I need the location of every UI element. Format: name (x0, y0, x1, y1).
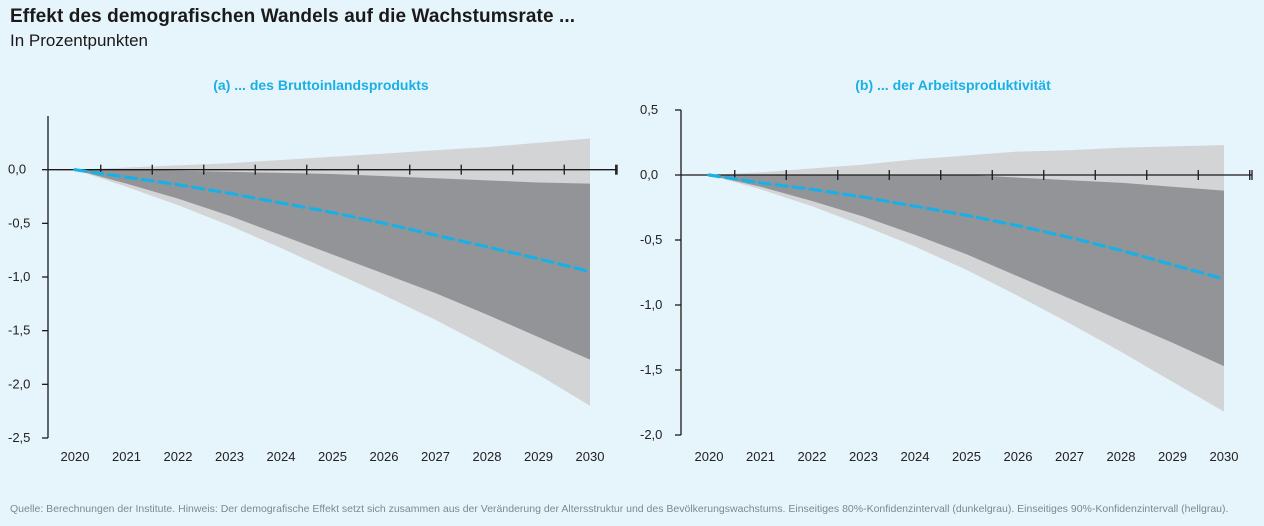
x-tick-label: 2026 (1004, 449, 1033, 464)
x-tick-label: 2027 (421, 449, 450, 464)
x-tick-label: 2024 (901, 449, 930, 464)
y-tick-label: -0,5 (8, 215, 30, 230)
x-tick-label: 2025 (318, 449, 347, 464)
effect-line (707, 173, 1226, 281)
chart-title: Effekt des demografischen Wandels auf di… (10, 6, 576, 27)
x-tick-label: 2028 (1107, 449, 1136, 464)
y-tick-label: -0,5 (640, 232, 662, 247)
effect-line (73, 168, 592, 274)
x-tick-label: 2029 (524, 449, 553, 464)
x-tick-label: 2030 (576, 449, 605, 464)
y-tick-label: 0,0 (8, 162, 26, 177)
y-tick-label: -2,0 (8, 376, 30, 391)
x-tick-label: 2021 (112, 449, 141, 464)
x-tick-label: 2029 (1158, 449, 1187, 464)
source-note: Quelle: Berechnungen der Institute. Hinw… (10, 503, 1229, 515)
x-tick-label: 2026 (370, 449, 399, 464)
panel-title-productivity: (b) ... der Arbeitsproduktivität (855, 77, 1051, 93)
x-tick-label: 2027 (1055, 449, 1084, 464)
chart-panel-bip: 0,0 -0,5 -1,0 -1,5 -2,0 -2,5 2020 2021 2022 2023 2… (8, 77, 618, 464)
x-tick-label: 2022 (798, 449, 827, 464)
x-tick-label: 2020 (61, 449, 90, 464)
x-tick-label: 2023 (849, 449, 878, 464)
y-tick-label: -1,5 (640, 362, 662, 377)
x-tick-label: 2020 (695, 449, 724, 464)
x-tick-label: 2025 (952, 449, 981, 464)
y-tick-label: -1,0 (640, 297, 662, 312)
confidence-band-80 (709, 175, 1224, 367)
confidence-band-80 (75, 169, 590, 360)
x-tick-label: 2024 (267, 449, 296, 464)
y-tick-label: -2,0 (640, 427, 662, 442)
x-tick-label: 2023 (215, 449, 244, 464)
chart-subtitle: In Prozentpunkten (10, 31, 148, 50)
panel-title-bip: (a) ... des Bruttoinlandsprodukts (213, 77, 429, 93)
x-tick-label: 2022 (164, 449, 193, 464)
y-tick-label: -2,5 (8, 430, 30, 445)
y-tick-label: 0,5 (640, 102, 658, 117)
x-tick-label: 2021 (746, 449, 775, 464)
y-tick-label: -1,5 (8, 323, 30, 338)
chart-panel-productivity: 0,5 0,0 -0,5 -1,0 -1,5 -2,0 2020 2021 2022 2023 20… (640, 77, 1253, 464)
x-tick-label: 2028 (473, 449, 502, 464)
y-tick-label: -1,0 (8, 269, 30, 284)
x-tick-label: 2030 (1210, 449, 1239, 464)
y-tick-label: 0,0 (640, 167, 658, 182)
